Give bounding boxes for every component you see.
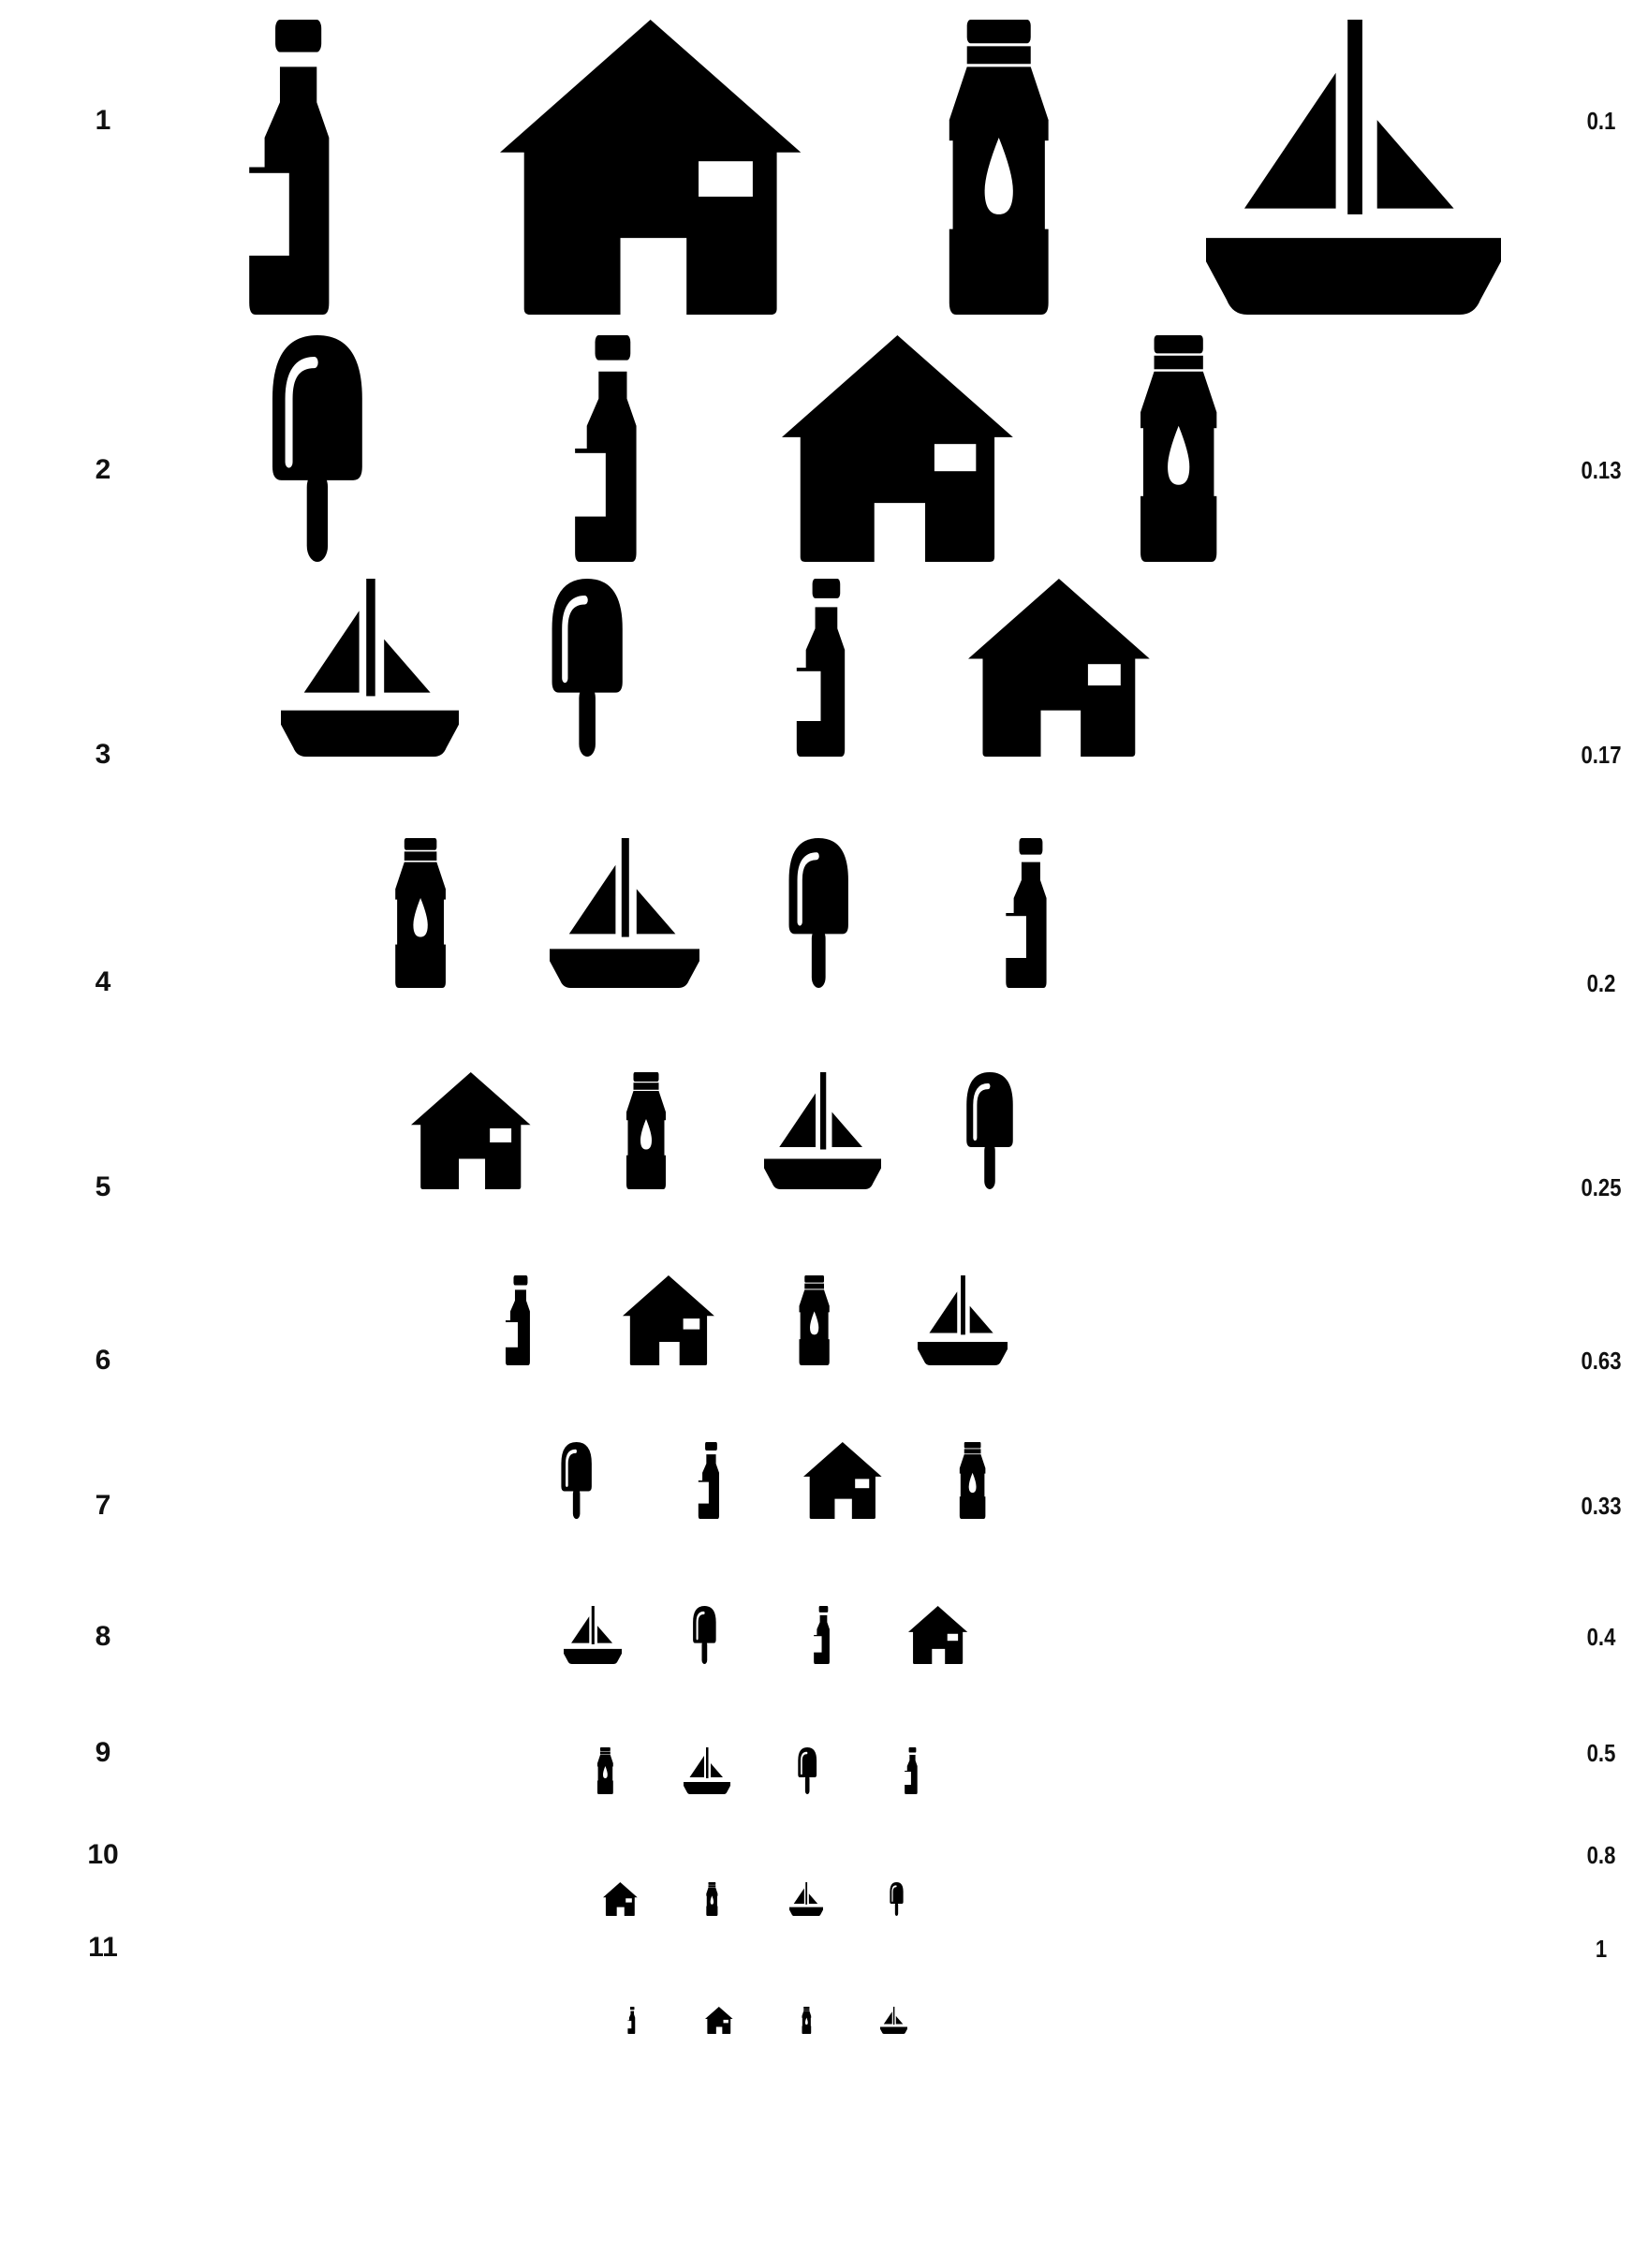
popsicle-icon	[272, 335, 362, 562]
sailboat-icon	[684, 1747, 730, 1794]
row-number: 11	[88, 1932, 118, 1963]
row-number: 10	[87, 1839, 119, 1870]
house-icon	[623, 1275, 714, 1365]
water-bottle-icon	[958, 1442, 988, 1519]
water-bottle-icon	[1135, 335, 1223, 562]
house-icon	[411, 1072, 531, 1189]
row-number: 7	[95, 1490, 111, 1521]
sailboat-icon	[564, 1606, 622, 1664]
row-number: 9	[95, 1737, 111, 1768]
sailboat-icon	[550, 838, 699, 988]
wine-bottle-icon	[696, 1442, 719, 1519]
house-icon	[705, 2007, 733, 2034]
house-icon	[908, 1606, 968, 1664]
popsicle-icon	[692, 1606, 716, 1664]
water-bottle-icon	[802, 2007, 813, 2034]
popsicle-icon	[966, 1072, 1013, 1189]
house-icon	[968, 579, 1150, 757]
acuity-value: 0.63	[1581, 1347, 1622, 1375]
acuity-value: 0.13	[1581, 456, 1622, 484]
acuity-value: 0.5	[1586, 1739, 1616, 1767]
wine-bottle-icon	[504, 1275, 530, 1365]
row-number: 2	[95, 454, 111, 485]
acuity-value: 0.1	[1586, 107, 1616, 135]
water-bottle-icon	[797, 1275, 832, 1365]
row-number: 4	[95, 966, 111, 997]
row-number: 6	[95, 1345, 111, 1376]
wine-bottle-icon	[1003, 838, 1047, 988]
house-icon	[500, 20, 802, 315]
row-number: 8	[95, 1621, 111, 1652]
house-icon	[602, 1882, 638, 1916]
acuity-value: 0.4	[1586, 1623, 1616, 1651]
acuity-value: 1	[1595, 1935, 1608, 1963]
house-icon	[781, 335, 1013, 562]
sailboat-icon	[879, 2007, 907, 2034]
acuity-value: 0.8	[1586, 1841, 1616, 1869]
popsicle-icon	[552, 579, 624, 757]
wine-bottle-icon	[627, 2007, 636, 2034]
sailboat-icon	[1205, 20, 1501, 315]
water-bottle-icon	[941, 20, 1055, 316]
row-number: 3	[95, 739, 111, 770]
popsicle-icon	[890, 1882, 904, 1916]
row-number: 5	[95, 1171, 111, 1202]
acuity-value: 0.33	[1581, 1492, 1622, 1520]
house-icon	[803, 1442, 882, 1519]
row-number: 1	[95, 105, 111, 136]
water-bottle-icon	[391, 838, 449, 988]
sailboat-icon	[281, 579, 459, 757]
acuity-value: 0.25	[1581, 1173, 1622, 1201]
water-bottle-icon	[623, 1072, 669, 1189]
acuity-value: 0.17	[1581, 741, 1622, 769]
wine-bottle-icon	[570, 335, 637, 562]
acuity-value: 0.2	[1586, 969, 1616, 997]
wine-bottle-icon	[792, 579, 845, 757]
sailboat-icon	[789, 1882, 823, 1916]
popsicle-icon	[561, 1442, 592, 1519]
popsicle-icon	[797, 1747, 817, 1794]
wine-bottle-icon	[243, 20, 330, 316]
sailboat-icon	[763, 1072, 881, 1189]
wine-bottle-icon	[904, 1747, 918, 1794]
popsicle-icon	[788, 838, 849, 988]
water-bottle-icon	[705, 1882, 719, 1916]
water-bottle-icon	[596, 1747, 614, 1794]
wine-bottle-icon	[812, 1606, 830, 1664]
sailboat-icon	[918, 1275, 1008, 1365]
